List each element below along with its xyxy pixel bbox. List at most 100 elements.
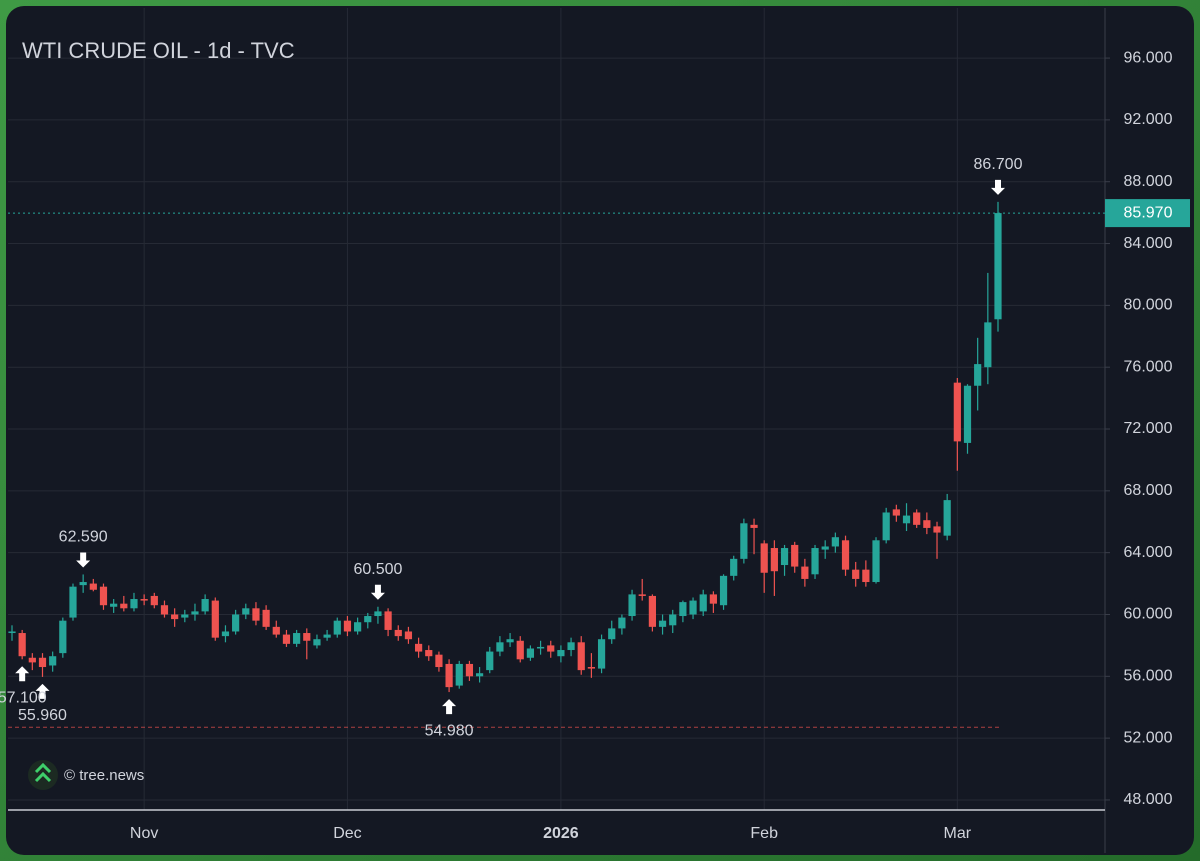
- candle-body: [89, 583, 97, 590]
- candle-body: [679, 602, 687, 617]
- candle-body: [516, 640, 524, 660]
- candle-body: [638, 594, 646, 596]
- candle-body: [933, 526, 941, 533]
- candle-body: [811, 548, 819, 575]
- annotation-label: 54.980: [425, 722, 474, 739]
- candle-body: [364, 616, 372, 623]
- candle-body: [506, 639, 514, 643]
- candle-body: [232, 614, 240, 632]
- logo: [28, 760, 58, 790]
- annotation-arrow: [991, 179, 1005, 195]
- candle-body: [160, 605, 169, 615]
- candle-body: [425, 650, 433, 657]
- candle-body: [486, 651, 494, 671]
- candle-body: [821, 546, 829, 550]
- candle-body: [303, 633, 311, 641]
- x-tick-label: 2026: [543, 825, 579, 842]
- candle-body: [699, 594, 707, 612]
- candle-body: [8, 631, 16, 634]
- candle-body: [171, 614, 179, 620]
- candle-body: [740, 523, 748, 559]
- candle-body: [913, 512, 921, 525]
- candle-body: [110, 603, 118, 607]
- annotation-label: 60.500: [353, 561, 402, 578]
- candle-body: [791, 544, 799, 567]
- grid: [8, 8, 1105, 810]
- candle-body: [313, 639, 321, 646]
- candle-body: [496, 642, 504, 652]
- x-tick-label: Feb: [750, 825, 778, 842]
- y-tick-label: 48.000: [1124, 791, 1173, 808]
- candle-body: [994, 213, 1002, 320]
- candle-body: [984, 322, 992, 368]
- candle-body: [831, 537, 839, 547]
- candle-body: [882, 512, 890, 541]
- candle-body: [872, 540, 880, 583]
- candle-body: [394, 629, 402, 637]
- candle-body: [852, 569, 860, 579]
- candle-body: [18, 633, 26, 657]
- candle-body: [536, 646, 545, 649]
- candle-body: [709, 594, 717, 604]
- candle-body: [475, 673, 484, 677]
- candle-body: [780, 548, 789, 566]
- last-price-label: 85.970: [1124, 204, 1173, 221]
- candle-body: [435, 654, 443, 668]
- candle-body: [272, 626, 280, 635]
- candle-body: [597, 639, 606, 669]
- candle-body: [404, 631, 413, 640]
- annotation-arrow: [370, 584, 385, 600]
- candle-body: [150, 595, 158, 606]
- candle-body: [99, 586, 108, 606]
- candle-body: [608, 628, 616, 640]
- panel: [6, 6, 1194, 855]
- candle-body: [49, 656, 57, 666]
- y-tick-label: 92.000: [1124, 111, 1173, 128]
- y-tick-label: 72.000: [1124, 420, 1173, 437]
- candle-body: [28, 657, 36, 663]
- candle-body: [953, 382, 961, 442]
- candle-body: [191, 611, 199, 615]
- candle-body: [262, 609, 270, 627]
- y-tick-label: 64.000: [1124, 544, 1173, 561]
- candle-body: [648, 595, 656, 627]
- candle-body: [59, 620, 67, 654]
- candle-body: [252, 608, 260, 621]
- candle-body: [201, 599, 209, 612]
- chart-title: WTI CRUDE OIL - 1d - TVC: [22, 38, 295, 63]
- candle-body: [892, 509, 900, 516]
- y-tick-label: 56.000: [1124, 668, 1173, 685]
- x-tick-label: Dec: [333, 825, 361, 842]
- candles: [8, 201, 1002, 693]
- candle-body: [374, 611, 382, 617]
- candle-body: [923, 520, 931, 528]
- candle-body: [221, 631, 230, 637]
- candle-body: [669, 614, 677, 626]
- candle-body: [79, 582, 87, 586]
- annotation-label: 57.100: [0, 690, 47, 707]
- candle-body: [282, 634, 291, 644]
- candle-body: [354, 622, 362, 632]
- last-price-tag: [1105, 199, 1190, 228]
- candle-body: [343, 620, 352, 632]
- candle-body: [69, 586, 77, 618]
- y-tick-label: 88.000: [1124, 173, 1173, 190]
- candle-body: [333, 620, 341, 635]
- candle-body: [445, 663, 453, 688]
- annotation-label: 55.960: [18, 707, 67, 724]
- candle-body: [130, 599, 138, 609]
- candle-body: [974, 364, 982, 386]
- candle-body: [465, 663, 474, 677]
- candle-body: [963, 385, 972, 443]
- candle-body: [526, 648, 535, 658]
- annotation-arrow: [76, 552, 91, 568]
- y-tick-label: 84.000: [1124, 235, 1173, 252]
- candle-body: [841, 540, 850, 570]
- candle-body: [455, 663, 463, 686]
- annotation-label: 62.590: [59, 529, 108, 546]
- candle-body: [658, 620, 667, 627]
- candle-body: [730, 558, 738, 576]
- y-tick-label: 96.000: [1124, 49, 1173, 66]
